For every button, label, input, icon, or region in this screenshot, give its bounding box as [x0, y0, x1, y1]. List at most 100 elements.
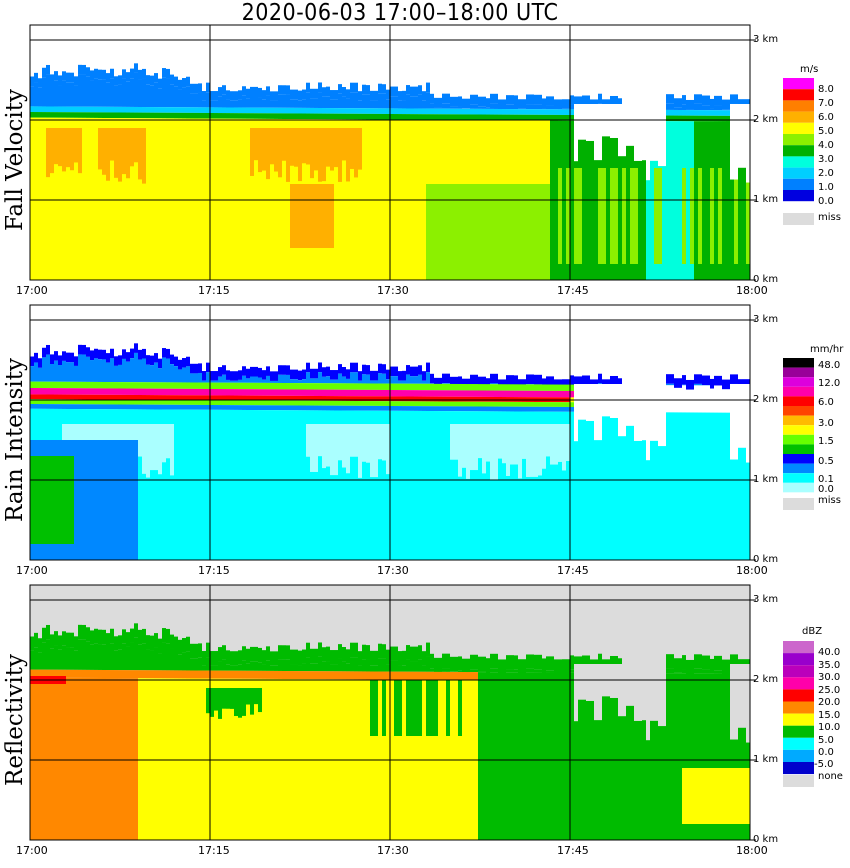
heatmap-cell: [394, 680, 398, 736]
heatmap-cell: [338, 383, 342, 390]
heatmap-cell: [310, 184, 314, 248]
heatmap-cell: [510, 406, 514, 412]
heatmap-cell: [182, 382, 186, 389]
heatmap-cell: [690, 168, 694, 264]
heatmap-cell: [334, 396, 338, 401]
heatmap-cell: [298, 410, 302, 560]
heatmap-cell: [718, 673, 722, 840]
km-2-p0: 2 km: [753, 114, 779, 125]
heatmap-cell: [370, 405, 374, 411]
heatmap-cell: [706, 110, 710, 116]
no-echo-cell: [622, 384, 626, 437]
heatmap-cell: [302, 128, 306, 164]
no-echo-cell: [582, 104, 586, 140]
heatmap-cell: [710, 768, 714, 824]
heatmap-cell: [498, 184, 502, 280]
heatmap-cell: [474, 104, 478, 109]
heatmap-cell: [174, 366, 178, 383]
heatmap-cell: [254, 389, 258, 396]
heatmap-cell: [98, 79, 102, 107]
heatmap-cell: [258, 367, 262, 378]
heatmap-cell: [102, 112, 106, 118]
heatmap-cell: [502, 114, 506, 121]
colorbar-swatches: [783, 358, 814, 502]
heatmap-cell: [506, 390, 510, 398]
heatmap-cell: [518, 406, 522, 412]
heatmap-cell: [422, 91, 426, 101]
heatmap-cell: [78, 677, 82, 840]
heatmap-cell: [378, 363, 382, 374]
heatmap-cell: [746, 768, 750, 824]
heatmap-cell: [126, 72, 130, 82]
heatmap-cell: [78, 344, 82, 355]
heatmap-cell: [110, 118, 114, 281]
heatmap-cell: [538, 411, 542, 560]
heatmap-cell: [498, 99, 502, 110]
heatmap-cell: [278, 405, 282, 411]
heatmap-cell: [230, 118, 234, 280]
legend-label: 0.0: [818, 747, 834, 758]
heatmap-cell: [102, 629, 106, 645]
heatmap-cell: [118, 382, 122, 389]
heatmap-cell: [366, 659, 370, 672]
heatmap-cell: [310, 88, 314, 99]
heatmap-cell: [146, 670, 150, 679]
heatmap-cell: [394, 396, 398, 402]
heatmap-cell: [130, 440, 134, 560]
heatmap-cell: [266, 113, 270, 119]
heatmap-cell: [98, 381, 102, 389]
heatmap-cell: [182, 409, 186, 560]
heatmap-cell: [154, 404, 158, 410]
heatmap-cell: [58, 404, 62, 409]
heatmap-cell: [122, 629, 126, 644]
heatmap-cell: [230, 389, 234, 396]
heatmap-cell: [266, 389, 270, 396]
heatmap-cell: [158, 404, 162, 410]
heatmap-cell: [374, 671, 378, 680]
heatmap-cell: [414, 680, 418, 736]
no-echo-cell: [586, 664, 590, 701]
heatmap-cell: [74, 404, 78, 410]
heatmap-cell: [66, 352, 70, 363]
heatmap-cell: [58, 106, 62, 113]
heatmap-cell: [606, 672, 610, 840]
heatmap-cell: [130, 670, 134, 679]
heatmap-cell: [154, 647, 158, 671]
heatmap-cell: [294, 99, 298, 108]
heatmap-cell: [542, 98, 546, 109]
heatmap-cell: [174, 76, 178, 87]
heatmap-cell: [546, 670, 550, 673]
heatmap-cell: [426, 401, 430, 407]
heatmap-cell: [442, 373, 446, 384]
heatmap-cell: [274, 651, 278, 666]
heatmap-cell: [234, 665, 238, 671]
heatmap-cell: [618, 98, 622, 108]
heatmap-cell: [126, 678, 130, 840]
heatmap-cell: [358, 424, 362, 478]
heatmap-cell: [294, 649, 298, 665]
heatmap-cell: [262, 370, 266, 380]
heatmap-cell: [474, 669, 478, 673]
heatmap-cell: [58, 649, 62, 670]
heatmap-cell: [270, 395, 274, 401]
heatmap-cell: [246, 663, 250, 671]
heatmap-cell: [158, 388, 162, 396]
no-echo-cell: [730, 664, 734, 740]
heatmap-cell: [742, 412, 746, 560]
heatmap-cell: [342, 383, 346, 390]
heatmap-cell: [222, 678, 226, 840]
heatmap-cell: [482, 184, 486, 280]
heatmap-cell: [90, 394, 94, 400]
heatmap-cell: [238, 107, 242, 114]
heatmap-cell: [330, 671, 334, 680]
heatmap-cell: [70, 82, 74, 107]
heatmap-cell: [322, 383, 326, 390]
heatmap-cell: [714, 768, 718, 824]
heatmap-cell: [574, 656, 578, 671]
heatmap-cell: [718, 375, 722, 386]
heatmap-cell: [426, 656, 430, 672]
heatmap-cell: [562, 109, 566, 115]
heatmap-cell: [246, 378, 250, 383]
heatmap-cell: [382, 84, 386, 94]
heatmap-cell: [266, 86, 270, 96]
